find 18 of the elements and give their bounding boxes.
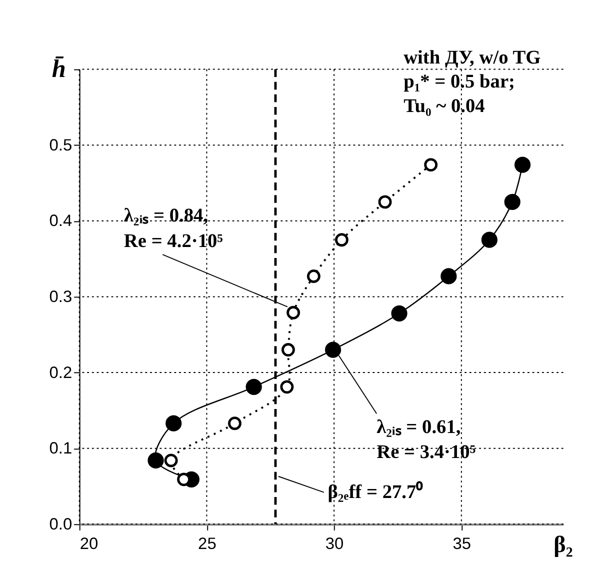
x-tick-label: 20 — [80, 534, 98, 553]
y-tick-label: 0.0 — [49, 515, 72, 534]
y-tick-label: 0.3 — [49, 288, 72, 306]
y-axis-title: h̄ — [52, 56, 66, 84]
x-tick-label: 30 — [325, 534, 344, 553]
annotation: λ₂ᵢₛ = 0.61, Re = 3.4·10⁵ — [376, 417, 476, 464]
y-tick-label: 0.4 — [49, 212, 72, 230]
annotation: Tu₀ ~ 0.04 — [404, 96, 486, 117]
text: with ДУ, w/o TG — [404, 47, 541, 68]
x-axis-title: β₂ — [554, 532, 573, 558]
x-tick-label: 35 — [452, 534, 472, 553]
x-tick-label: 25 — [198, 534, 216, 553]
annotation: p₁* = 0.5 bar; — [404, 72, 515, 93]
y-tick-label: 0.1 — [49, 440, 72, 458]
annotation: λ₂ᵢₛ = 0.84, Re = 4.2·10⁵ — [124, 206, 224, 252]
y-tick-label: 0.5 — [49, 136, 72, 154]
ref-line-label: β₂ₑff = 27.7⁰ — [328, 481, 424, 504]
y-tick-label: 0.2 — [49, 364, 72, 382]
